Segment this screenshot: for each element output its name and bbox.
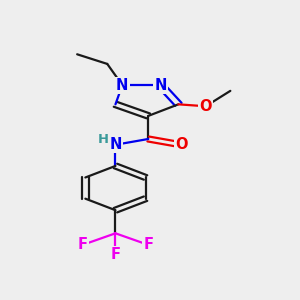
Text: O: O: [175, 137, 188, 152]
Text: N: N: [116, 78, 128, 93]
Text: N: N: [154, 78, 167, 93]
Text: F: F: [110, 247, 121, 262]
Text: H: H: [98, 134, 109, 146]
Text: N: N: [109, 137, 122, 152]
Text: O: O: [200, 99, 212, 114]
Text: F: F: [78, 237, 88, 252]
Text: F: F: [143, 237, 153, 252]
